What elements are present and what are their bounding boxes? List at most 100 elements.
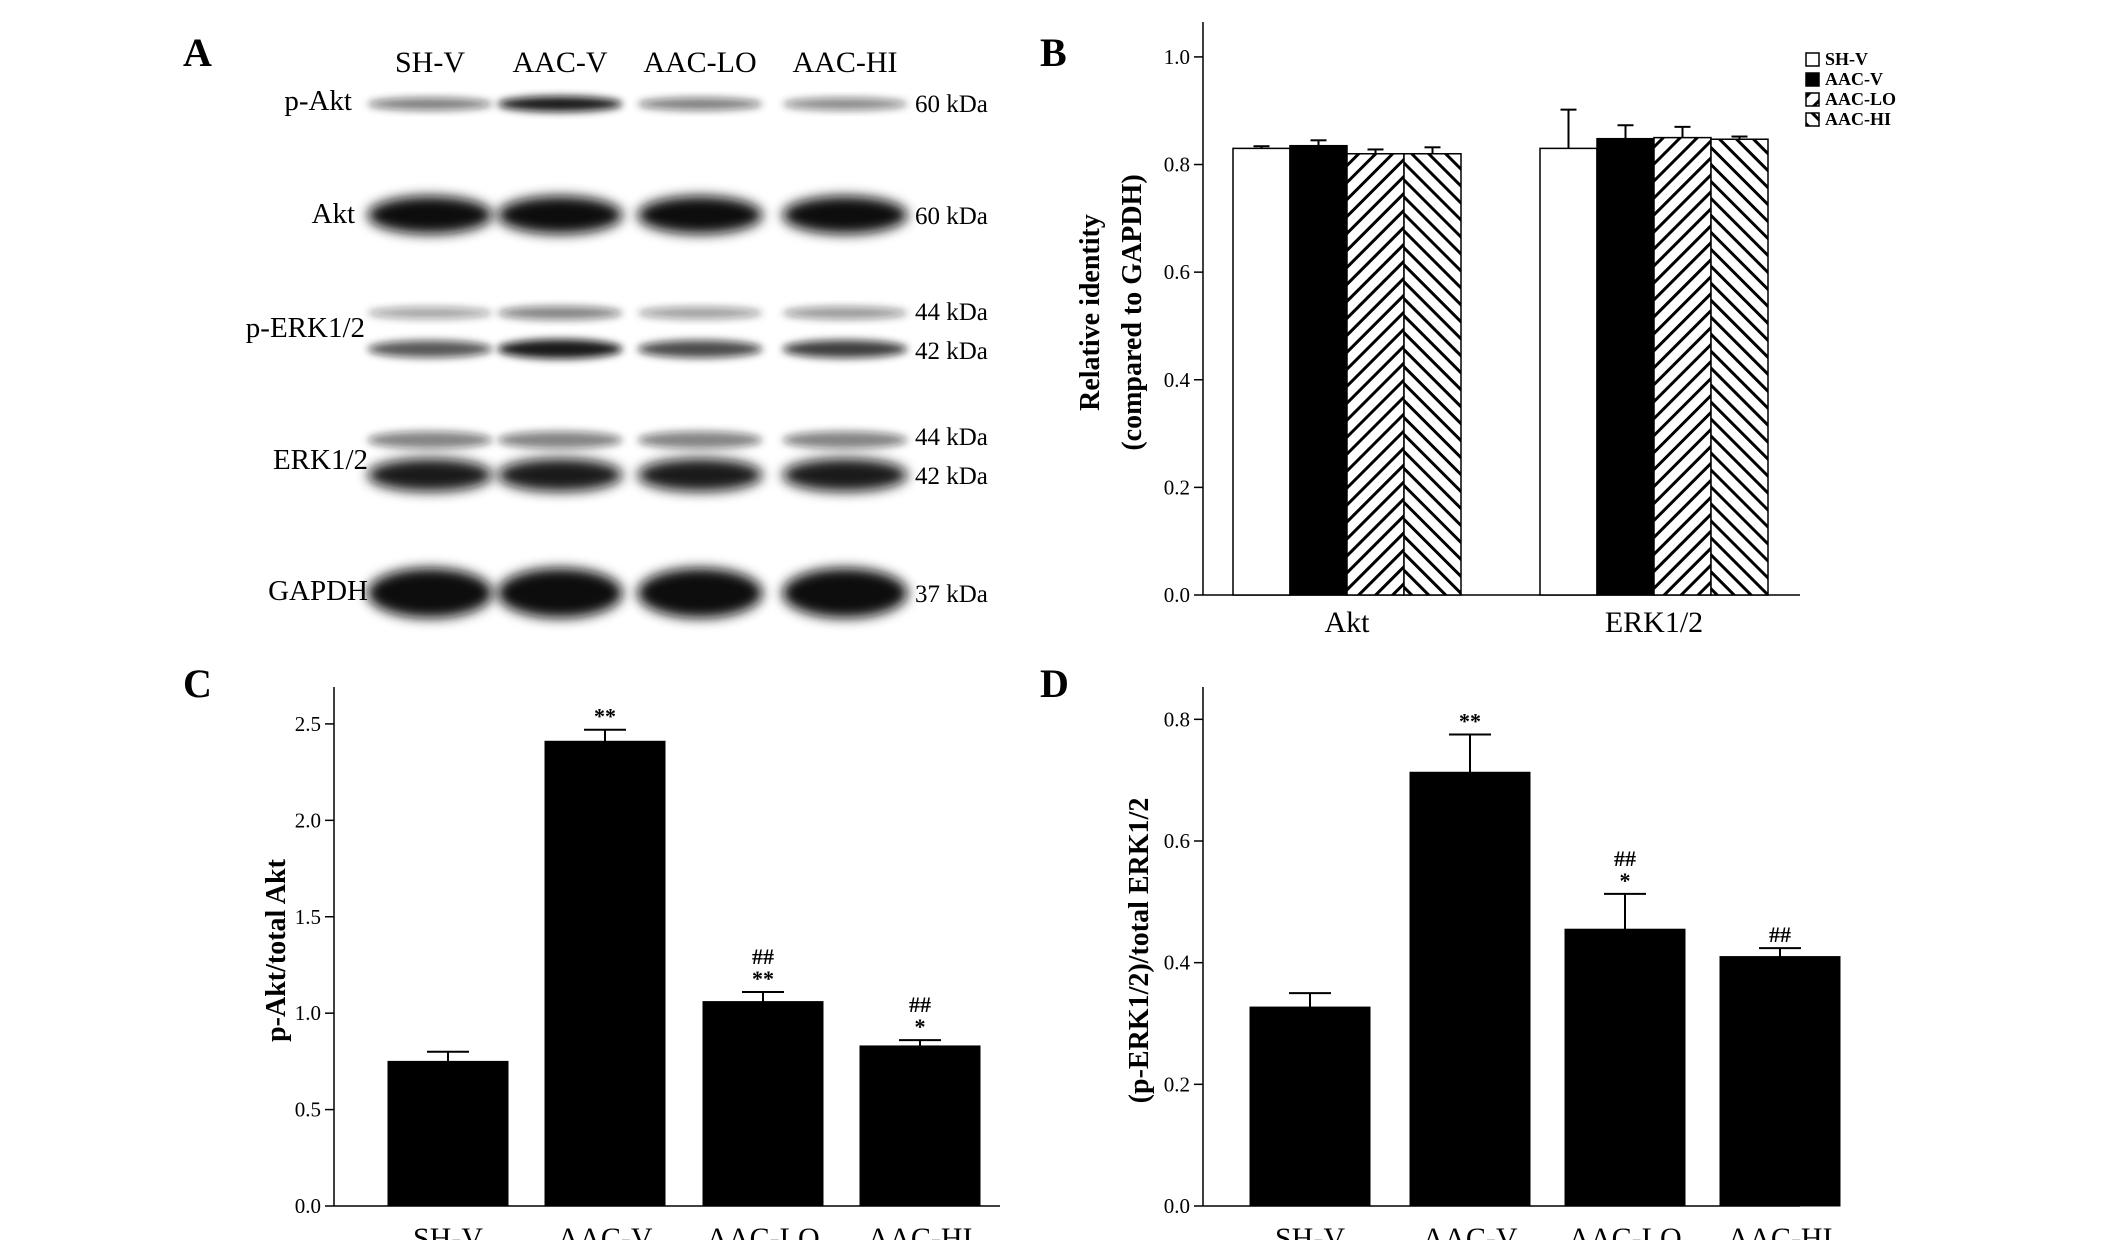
kda-label-gapdh: 37 kDa: [915, 581, 988, 608]
x-category-label: AAC-V: [1423, 1222, 1518, 1240]
x-category-label: AAC-V: [558, 1222, 653, 1240]
row-label-akt: Akt: [312, 198, 356, 230]
x-category-label: ERK1/2: [1605, 606, 1703, 639]
blot-band: [637, 340, 763, 358]
legend-swatch: [1805, 72, 1820, 87]
legend-entry: AAC-LO: [1825, 89, 1896, 109]
significance-mark: ##: [1769, 922, 1791, 947]
panel-letter-d: D: [1040, 661, 1069, 706]
y-axis-label: (p-ERK1/2)/total ERK1/2: [1124, 798, 1155, 1104]
y-axis-label: p-Akt/total Akt: [261, 858, 292, 1041]
blot-band: [367, 431, 493, 449]
y-tick-label: 0.6: [1164, 260, 1190, 284]
blot-band: [782, 458, 908, 492]
x-category-label: AAC-HI: [868, 1222, 973, 1240]
row-label-p-akt: p-Akt: [284, 85, 352, 117]
blot-band: [782, 339, 908, 359]
significance-mark: ##: [752, 944, 774, 969]
significance-mark: *: [1620, 868, 1631, 893]
blot-band: [637, 196, 763, 234]
bar: [1539, 147, 1598, 596]
chart-panel-d: 0.00.20.40.60.8SH-V**AAC-V##*AAC-LO##AAC…: [1124, 687, 1841, 1240]
row-label-gapdh: GAPDH: [268, 575, 368, 607]
bar: [1289, 144, 1348, 596]
y-tick-label: 0.0: [1164, 583, 1190, 607]
legend-swatch: [1805, 112, 1820, 127]
kda-label-p-akt: 60 kDa: [915, 91, 988, 118]
blot-band: [367, 568, 493, 618]
legend-swatch: [1805, 92, 1820, 107]
bar: [1710, 138, 1769, 596]
legend-entry: AAC-HI: [1825, 109, 1891, 129]
y-tick-label: 0.2: [1164, 1072, 1190, 1096]
lane-label-aac-hi: AAC-HI: [793, 46, 898, 79]
panel-letter-a: A: [183, 30, 212, 75]
blot-bands: [367, 96, 908, 618]
x-category-label: SH-V: [413, 1222, 483, 1240]
bar: [1719, 956, 1841, 1207]
y-tick-label: 0.8: [1164, 707, 1190, 731]
blot-band: [782, 306, 908, 320]
kda-label-akt: 60 kDa: [915, 203, 988, 230]
chart-panel-c: 0.00.51.01.52.02.5SH-V**AAC-V##**AAC-LO#…: [261, 687, 1000, 1240]
row-label-p-erk: p-ERK1/2: [246, 312, 365, 344]
blot-band: [497, 306, 623, 320]
significance-mark: ##: [909, 992, 931, 1017]
y-tick-label: 0.8: [1164, 153, 1190, 177]
bar: [1596, 137, 1655, 596]
kda-label-p-erk-44: 44 kDa: [915, 299, 988, 326]
blot-band: [497, 96, 623, 112]
blot-band: [497, 431, 623, 449]
significance-mark: **: [1459, 709, 1481, 734]
y-tick-label: 0.5: [295, 1098, 321, 1122]
blot-band: [367, 306, 493, 320]
bar: [702, 1001, 824, 1207]
chart-panel-b: 0.0 0.2 0.4 0.6 0.8 1.0 Akt ERK1/2 Relative iden…: [1075, 22, 1896, 639]
blot-band: [367, 97, 493, 111]
y-tick-label: 0.4: [1164, 368, 1191, 392]
x-category-label: AAC-LO: [1568, 1222, 1681, 1240]
significance-mark: ##: [1614, 846, 1636, 871]
bar: [1653, 136, 1712, 596]
y-tick-label: 2.5: [295, 712, 321, 736]
legend-entry: SH-V: [1825, 49, 1868, 69]
y-tick-label: 1.5: [295, 905, 321, 929]
y-tick-label: 0.0: [1164, 1194, 1190, 1218]
blot-band: [782, 568, 908, 618]
lane-label-aac-v: AAC-V: [513, 46, 608, 79]
row-label-erk: ERK1/2: [273, 444, 368, 476]
bar: [387, 1060, 509, 1207]
lane-label-aac-lo: AAC-LO: [643, 46, 756, 79]
significance-mark: **: [594, 704, 616, 729]
significance-mark: *: [915, 1014, 926, 1039]
x-category-label: AAC-LO: [706, 1222, 819, 1240]
blot-band: [497, 458, 623, 492]
y-tick-label: 0.4: [1164, 951, 1191, 975]
y-tick-label: 0.0: [295, 1194, 321, 1218]
bar: [1409, 771, 1531, 1207]
bar: [859, 1045, 981, 1207]
significance-mark: **: [752, 966, 774, 991]
blot-band: [497, 339, 623, 359]
bar: [1403, 153, 1462, 596]
lane-label-sh-v: SH-V: [395, 46, 465, 79]
bar: [1564, 928, 1686, 1207]
y-tick-label: 0.6: [1164, 829, 1190, 853]
bar: [1346, 153, 1405, 596]
blot-band: [637, 306, 763, 320]
bar: [544, 740, 666, 1207]
blot-band: [637, 458, 763, 492]
y-tick-label: 2.0: [295, 808, 321, 832]
blot-band: [782, 97, 908, 111]
y-tick-label: 1.0: [295, 1001, 321, 1025]
kda-label-erk-42: 42 kDa: [915, 463, 988, 490]
y-tick-label: 1.0: [1164, 45, 1190, 69]
y-tick-label: 0.2: [1164, 475, 1190, 499]
panel-letter-c: C: [183, 661, 212, 706]
y-axis-label: (compared to GAPDH): [1117, 174, 1148, 450]
y-axis-label: Relative identity: [1075, 214, 1106, 411]
bar: [1232, 147, 1291, 596]
blot-band: [497, 196, 623, 234]
kda-label-erk-44: 44 kDa: [915, 424, 988, 451]
